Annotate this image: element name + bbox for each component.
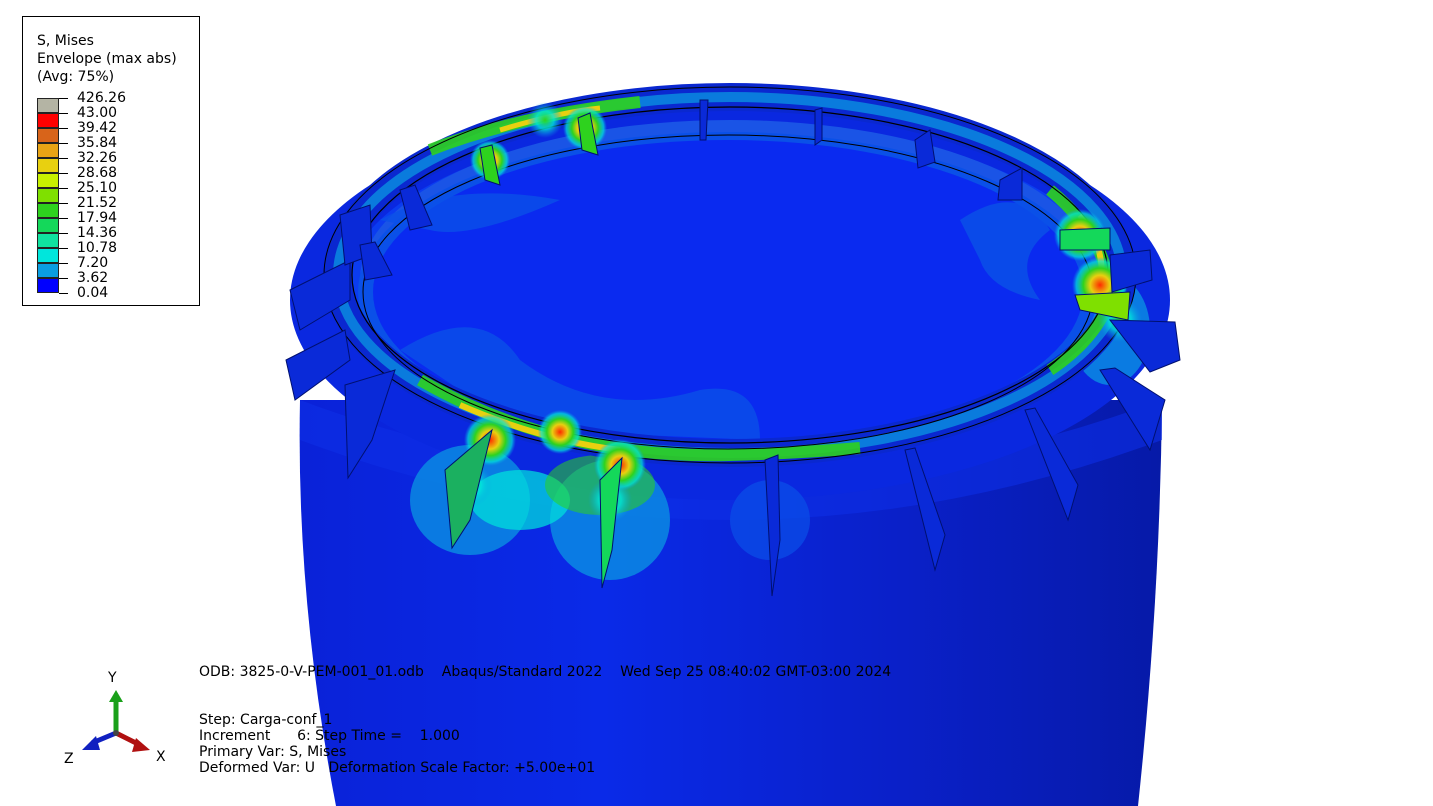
legend-value: 3.62	[77, 270, 109, 286]
triad-axes-icon	[82, 690, 150, 752]
legend-value: 39.42	[77, 120, 118, 136]
legend-subtitle: Envelope (max abs)	[37, 51, 177, 67]
legend-averaging: (Avg: 75%)	[37, 69, 115, 85]
legend-value: 14.36	[77, 225, 118, 241]
legend-value: 426.26	[77, 90, 126, 106]
legend-value: 28.68	[77, 165, 118, 181]
roof-plate	[358, 132, 1098, 452]
legend-value: 0.04	[77, 285, 109, 301]
legend-swatch	[37, 248, 59, 263]
legend-swatch	[37, 98, 59, 113]
legend-tick	[59, 143, 68, 144]
legend-title: S, Mises	[37, 33, 94, 49]
view-triad: Y X Z	[60, 670, 180, 770]
legend-value: 32.26	[77, 150, 118, 166]
legend-value: 21.52	[77, 195, 118, 211]
contour-legend: S, Mises Envelope (max abs) (Avg: 75%) 4…	[22, 16, 200, 306]
legend-tick	[59, 173, 68, 174]
legend-swatch	[37, 278, 59, 293]
legend-swatch	[37, 173, 59, 188]
step-line: Step: Carga-conf_1	[199, 712, 333, 728]
legend-value: 7.20	[77, 255, 109, 271]
increment-line: Increment 6: Step Time = 1.000	[199, 728, 460, 744]
legend-swatch	[37, 233, 59, 248]
legend-tick	[59, 233, 68, 234]
gusset-stiffeners	[285, 99, 1181, 597]
primary-var-line: Primary Var: S, Mises	[199, 744, 347, 760]
triad-x-label: X	[156, 749, 166, 765]
legend-tick	[59, 263, 68, 264]
triad-z-label: Z	[64, 751, 74, 767]
legend-value: 35.84	[77, 135, 118, 151]
legend-tick	[59, 293, 68, 294]
legend-tick	[59, 128, 68, 129]
legend-value: 43.00	[77, 105, 118, 121]
legend-swatch	[37, 113, 59, 128]
legend-swatch	[37, 143, 59, 158]
triad-y-label: Y	[108, 670, 117, 686]
legend-swatch	[37, 203, 59, 218]
legend-tick	[59, 98, 68, 99]
legend-tick	[59, 158, 68, 159]
legend-tick	[59, 113, 68, 114]
legend-swatch	[37, 188, 59, 203]
legend-tick	[59, 278, 68, 279]
legend-tick	[59, 203, 68, 204]
legend-value: 25.10	[77, 180, 118, 196]
legend-tick	[59, 248, 68, 249]
legend-tick	[59, 218, 68, 219]
legend-value: 10.78	[77, 240, 118, 256]
legend-swatch	[37, 128, 59, 143]
legend-swatch	[37, 263, 59, 278]
deformed-var-line: Deformed Var: U Deformation Scale Factor…	[199, 760, 596, 776]
legend-tick	[59, 188, 68, 189]
legend-swatch	[37, 158, 59, 173]
legend-swatch	[37, 218, 59, 233]
legend-value: 17.94	[77, 210, 118, 226]
odb-info-line: ODB: 3825-0-V-PEM-001_01.odb Abaqus/Stan…	[199, 664, 892, 680]
